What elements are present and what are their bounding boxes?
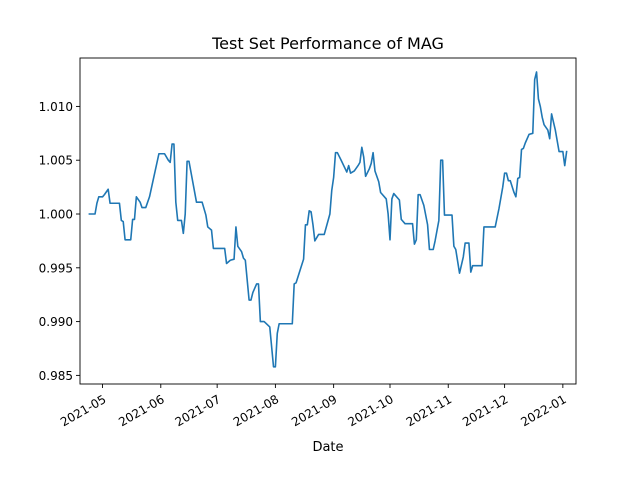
plot-area [88, 71, 568, 368]
y-tick-label: 0.995 [39, 261, 73, 275]
y-tick-label: 1.010 [39, 100, 73, 114]
y-tick-label: 0.990 [39, 315, 73, 329]
chart-title: Test Set Performance of MAG [211, 34, 444, 53]
y-tick-label: 1.005 [39, 154, 73, 168]
series-line-0 [88, 71, 568, 368]
y-tick-label: 0.985 [39, 369, 73, 383]
axes-frame [79, 57, 577, 385]
x-axis-label: Date [312, 440, 343, 455]
y-tick-label: 1.000 [39, 208, 73, 222]
